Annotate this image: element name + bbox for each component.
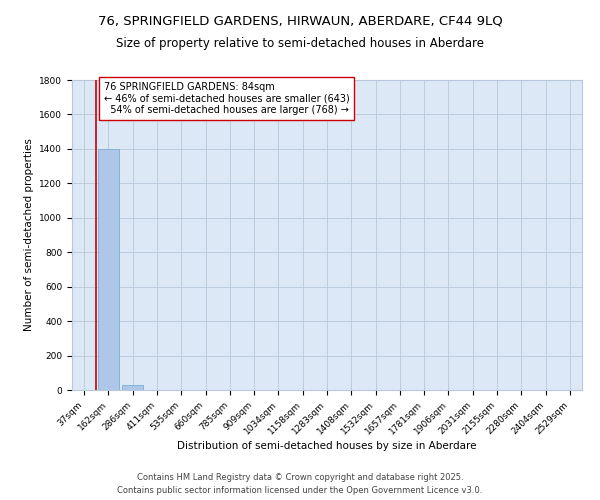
Text: Size of property relative to semi-detached houses in Aberdare: Size of property relative to semi-detach… [116, 38, 484, 51]
Bar [122, 385, 143, 390]
Text: 76, SPRINGFIELD GARDENS, HIRWAUN, ABERDARE, CF44 9LQ: 76, SPRINGFIELD GARDENS, HIRWAUN, ABERDA… [98, 15, 502, 28]
Text: Contains HM Land Registry data © Crown copyright and database right 2025.
Contai: Contains HM Land Registry data © Crown c… [118, 474, 482, 495]
X-axis label: Distribution of semi-detached houses by size in Aberdare: Distribution of semi-detached houses by … [177, 442, 477, 452]
Y-axis label: Number of semi-detached properties: Number of semi-detached properties [24, 138, 34, 332]
Text: 76 SPRINGFIELD GARDENS: 84sqm
← 46% of semi-detached houses are smaller (643)
  : 76 SPRINGFIELD GARDENS: 84sqm ← 46% of s… [104, 82, 349, 115]
Bar [98, 149, 119, 390]
